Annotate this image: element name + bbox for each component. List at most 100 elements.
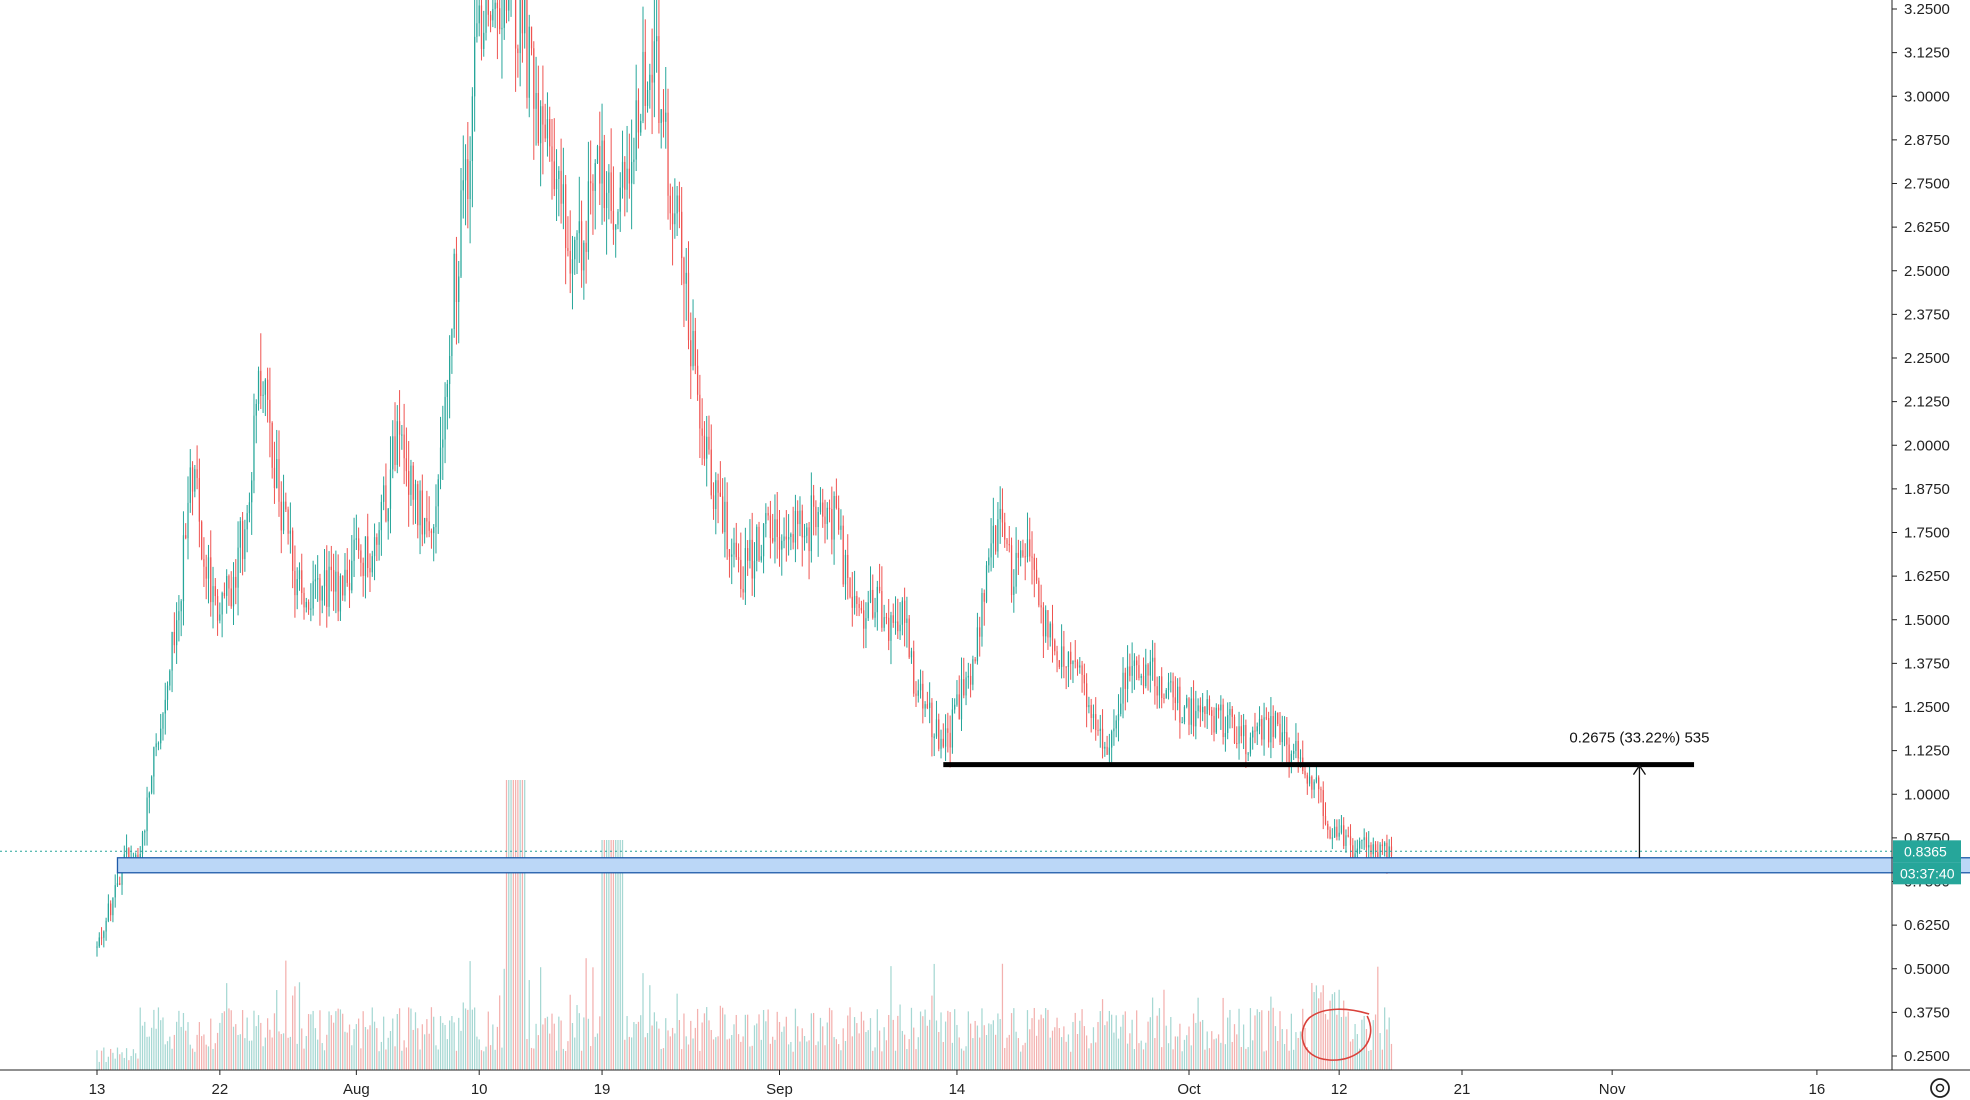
settings-button[interactable]: [1930, 1078, 1950, 1098]
candle-body: [1174, 697, 1176, 704]
volume-bar: [803, 1035, 806, 1070]
candle-body: [1083, 674, 1085, 684]
volume-bar: [794, 1008, 797, 1070]
candle-body: [906, 618, 908, 623]
candle-body: [967, 675, 969, 678]
volume-bar: [1192, 1013, 1195, 1070]
volume-bar: [831, 1010, 833, 1070]
volume-bar: [380, 1041, 383, 1070]
volume-bar: [617, 840, 619, 1070]
candle-body: [141, 832, 144, 854]
candle-body: [214, 586, 216, 597]
candle-body: [1045, 610, 1047, 637]
gear-hub-icon: [1935, 1083, 1945, 1093]
candle-body: [1140, 676, 1142, 678]
volume-bar: [437, 1049, 439, 1070]
candle-body: [185, 535, 187, 539]
volume-bar: [1202, 1019, 1204, 1070]
candle-body: [175, 620, 178, 646]
volume-bar: [1311, 982, 1313, 1070]
candle-body: [849, 577, 851, 597]
volume-bar: [246, 1017, 248, 1070]
time-axis-ticks: 1322Aug1019Sep14Oct1221Nov16Dec: [89, 1070, 1825, 1098]
volume-bar: [965, 1046, 967, 1070]
volume-bar: [653, 1012, 656, 1070]
candle-body: [674, 213, 676, 225]
time-tick-label: 10: [471, 1081, 488, 1098]
volume-bar: [824, 1045, 826, 1070]
candle-body: [1017, 552, 1020, 558]
volume-bar: [999, 1019, 1001, 1070]
volume-highlight-circle[interactable]: [1301, 1008, 1372, 1061]
volume-bar: [373, 1021, 376, 1070]
candle-body: [715, 480, 717, 510]
candle-body: [503, 0, 505, 28]
volume-bar: [1142, 1049, 1145, 1070]
volume-bar: [499, 995, 501, 1070]
volume-bar: [1293, 1049, 1295, 1070]
candle-body: [458, 276, 460, 303]
price-axis[interactable]: 0.25000.37500.50000.62500.75000.87501.00…: [1891, 0, 1950, 1070]
volume-bar: [733, 1024, 735, 1070]
volume-bar: [1067, 1034, 1070, 1070]
time-axis[interactable]: 1322Aug1019Sep14Oct1221Nov16Dec: [0, 1069, 1970, 1098]
volume-bar: [1029, 1029, 1031, 1070]
candle-body: [624, 161, 626, 190]
candle-body: [997, 519, 999, 552]
candle-body: [462, 180, 464, 191]
candle-body: [1213, 715, 1215, 733]
candle-body: [642, 51, 644, 121]
volume-bar: [1183, 1039, 1186, 1070]
volume-bar: [385, 1049, 387, 1070]
candle-body: [1133, 660, 1136, 666]
volume-bar: [662, 1048, 665, 1070]
volume-bar: [751, 1045, 753, 1070]
candle-body: [305, 601, 307, 608]
candle-body: [1206, 699, 1208, 714]
volume-bar: [835, 1039, 838, 1070]
candle-body: [1254, 730, 1256, 732]
candle-body: [815, 506, 817, 528]
candle-body: [1320, 789, 1322, 791]
volume-bar: [1340, 1016, 1343, 1070]
candle-body: [681, 211, 683, 259]
candle-body: [307, 601, 310, 610]
volume-bar: [1349, 1041, 1352, 1070]
support-zone[interactable]: [116, 857, 1970, 874]
candle-body: [1352, 845, 1354, 859]
candle-body: [874, 612, 876, 618]
volume-bar: [1313, 992, 1315, 1070]
volume-bar: [1090, 1043, 1092, 1070]
candle-body: [1331, 837, 1333, 839]
candle-body: [1126, 666, 1129, 689]
candle-body: [1074, 660, 1076, 662]
volume-bar: [1186, 1035, 1188, 1070]
volume-bar: [954, 1009, 956, 1070]
candle-body: [1097, 730, 1099, 732]
candle-body: [1138, 665, 1140, 678]
volume-bar: [480, 1050, 483, 1070]
candle-body: [251, 480, 253, 503]
candle-body: [551, 146, 553, 162]
candle-body: [1227, 715, 1229, 733]
current-price-tag: 0.8365 03:37:40: [1893, 840, 1961, 885]
volume-bar: [1095, 1042, 1097, 1070]
candle-body: [669, 195, 671, 214]
volume-bar: [253, 1010, 255, 1070]
volume-bar: [278, 1031, 280, 1070]
candle-body: [207, 557, 210, 579]
volume-bar: [371, 1007, 373, 1070]
volume-bar: [765, 1021, 767, 1070]
volume-bar: [1331, 994, 1333, 1070]
volume-bar: [758, 1014, 760, 1070]
candle-body: [485, 0, 487, 33]
volume-bar: [558, 1016, 560, 1070]
volume-bar: [1288, 1050, 1290, 1070]
candle-body: [535, 93, 537, 109]
candle-body: [178, 611, 180, 621]
volume-bar: [972, 1038, 974, 1070]
candle-body: [922, 683, 924, 709]
current-price-label: 0.8365: [1904, 843, 1947, 859]
candle-body: [464, 159, 467, 181]
